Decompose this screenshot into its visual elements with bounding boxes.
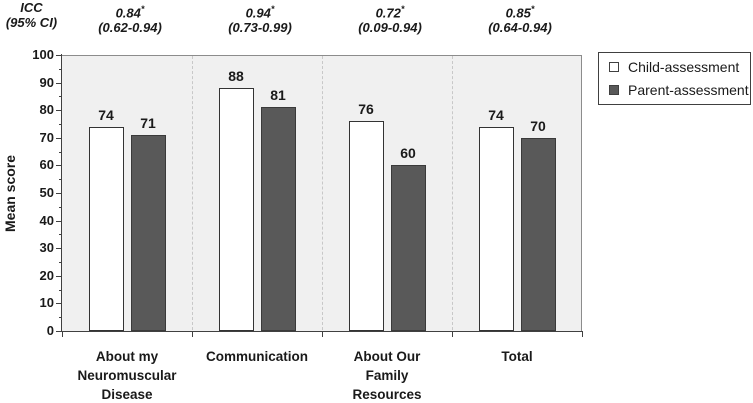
bar-value-label: 74 — [98, 106, 114, 123]
icc-annotation: 0.84* (0.62-0.94) — [60, 2, 200, 35]
bar-value-label: 71 — [140, 115, 156, 132]
icc-header-line1: ICC — [20, 0, 43, 15]
x-axis-tick — [582, 332, 583, 337]
y-axis-line — [60, 54, 62, 332]
bar-value-label: 88 — [228, 68, 244, 85]
x-axis-tick — [192, 332, 193, 337]
icc-significance-star: * — [400, 4, 405, 14]
child-assessment-swatch-icon — [609, 62, 619, 72]
bar-value-label: 74 — [488, 106, 504, 123]
x-axis-tick — [322, 332, 323, 337]
y-tick-label: 20 — [39, 267, 54, 283]
bar-parent-assessment — [130, 135, 166, 331]
legend-item-parent-assessment: Parent-assessment — [609, 82, 750, 98]
y-tick-label: 70 — [39, 129, 54, 145]
y-major-tick — [56, 248, 62, 250]
icc-annotation: 0.94* (0.73-0.99) — [190, 2, 330, 35]
bar-value-label: 70 — [530, 117, 546, 134]
bar-value-label: 60 — [400, 145, 416, 162]
icc-value: 0.85* — [505, 4, 535, 21]
category-label: Communication — [205, 349, 308, 364]
y-major-tick — [56, 220, 62, 222]
category-label: About my Neuromuscular Disease — [77, 349, 177, 402]
legend-label-parent: Parent-assessment — [628, 82, 749, 98]
icc-value: 0.94* — [245, 4, 275, 21]
bar-child-assessment — [88, 126, 124, 331]
group-separator-line — [322, 56, 323, 330]
y-tick-label: 30 — [39, 240, 54, 256]
icc-annotation: 0.72* (0.09-0.94) — [320, 2, 460, 35]
bar-value-label: 76 — [358, 101, 374, 118]
y-major-tick — [56, 82, 62, 84]
group-separator-line — [192, 56, 193, 330]
y-tick-label: 100 — [32, 47, 54, 62]
y-tick-label: 10 — [39, 295, 54, 311]
icc-value: 0.84* — [115, 4, 145, 21]
y-major-tick — [56, 303, 62, 305]
y-tick-label: 60 — [39, 157, 54, 173]
y-major-tick — [56, 137, 62, 139]
y-tick-label: 90 — [39, 74, 54, 90]
legend: Child-assessment Parent-assessment — [598, 52, 751, 105]
x-axis-tick — [452, 332, 453, 337]
bar-value-label: 81 — [270, 87, 286, 104]
icc-significance-star: * — [270, 4, 275, 14]
bar-parent-assessment — [390, 165, 426, 331]
x-axis-tick — [62, 332, 63, 337]
bar-child-assessment — [478, 126, 514, 331]
icc-header-label: ICC (95% CI) — [0, 0, 63, 30]
icc-header-line2: (95% CI) — [5, 15, 58, 30]
icc-confidence-interval: (0.09-0.94) — [358, 20, 422, 36]
legend-label-child: Child-assessment — [628, 59, 740, 75]
y-tick-label: 80 — [39, 102, 54, 118]
y-major-tick — [56, 331, 62, 332]
x-axis-line — [60, 330, 583, 332]
icc-confidence-interval: (0.64-0.94) — [488, 20, 552, 36]
icc-confidence-interval: (0.73-0.99) — [228, 20, 292, 36]
y-major-tick — [56, 275, 62, 277]
legend-item-child-assessment: Child-assessment — [609, 59, 750, 75]
bar-child-assessment — [348, 121, 384, 331]
y-major-tick — [56, 165, 62, 167]
category-label: Total — [501, 349, 533, 364]
group-separator-line — [452, 56, 453, 330]
y-tick-label: 0 — [46, 323, 54, 338]
bar-parent-assessment — [260, 107, 296, 331]
icc-significance-star: * — [140, 4, 145, 14]
y-major-tick — [56, 193, 62, 194]
icc-annotation: 0.85* (0.64-0.94) — [450, 2, 590, 35]
y-major-tick — [56, 110, 62, 112]
bar-child-assessment — [218, 88, 254, 331]
icc-value: 0.72* — [375, 4, 405, 21]
icc-confidence-interval: (0.62-0.94) — [98, 20, 162, 36]
parent-assessment-swatch-icon — [609, 85, 619, 95]
bar-parent-assessment — [520, 137, 556, 331]
y-tick-label: 40 — [39, 212, 54, 228]
category-label: About Our Family Resources — [352, 349, 422, 402]
y-major-tick — [56, 55, 62, 56]
icc-significance-star: * — [530, 4, 535, 14]
y-tick-label: 50 — [39, 185, 54, 200]
